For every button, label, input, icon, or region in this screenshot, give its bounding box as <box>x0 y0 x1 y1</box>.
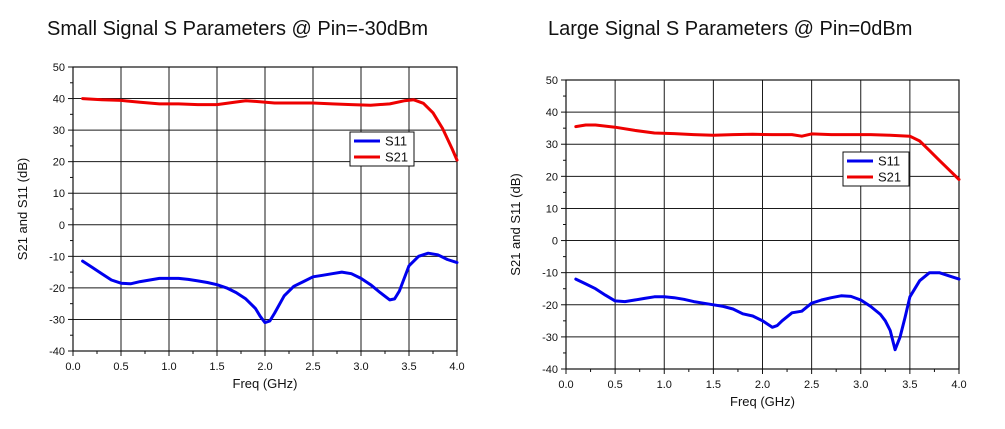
x-tick-label: 3.0 <box>353 361 368 373</box>
chart-svg-large-signal: 0.0 0.5 1.0 1.5 2.0 2.5 3.0 3.5 4.0 -40 -30 -20 -10 0… <box>508 75 967 409</box>
x-tick-label: 4.0 <box>951 379 966 391</box>
chart-title: Small Signal S Parameters @ Pin=-30dBm <box>47 18 429 40</box>
y-tick-label: -10 <box>49 251 65 263</box>
y-tick-label: -20 <box>49 283 65 295</box>
x-tick-label: 1.0 <box>161 361 176 373</box>
x-tick-label: 1.5 <box>706 379 721 391</box>
y-axis-label: S21 and S11 (dB) <box>15 158 30 260</box>
series-line-s11 <box>574 271 961 352</box>
chart-title: Large Signal S Parameters @ Pin=0dBm <box>548 18 913 40</box>
series-line-s11 <box>81 251 459 325</box>
y-tick-label: 40 <box>53 94 65 106</box>
legend-label-s11: S11 <box>878 154 900 169</box>
x-tick-label: 1.5 <box>209 361 224 373</box>
y-tick-label: -20 <box>542 300 558 312</box>
x-tick-label: 0.5 <box>113 361 128 373</box>
x-tick-label: 0.5 <box>607 379 622 391</box>
y-tick-label: -30 <box>49 314 65 326</box>
chart-panel-large-signal: Large Signal S Parameters @ Pin=0dBm 0.0… <box>500 0 1000 429</box>
x-tick-label: 0.0 <box>65 361 80 373</box>
y-tick-label: -40 <box>49 346 65 358</box>
y-tick-label: 30 <box>53 125 65 137</box>
y-tick-label: -40 <box>542 364 558 376</box>
x-tick-label: 2.0 <box>257 361 272 373</box>
x-tick-label: 3.5 <box>401 361 416 373</box>
y-tick-label: 0 <box>552 236 558 248</box>
y-tick-label: 30 <box>546 139 558 151</box>
y-tick-label: 10 <box>546 203 558 215</box>
chart-svg-small-signal: 0.0 0.5 1.0 1.5 2.0 2.5 3.0 3.5 4.0 -40 -30 -20 -10 0… <box>15 62 465 391</box>
y-tick-label: 50 <box>546 75 558 87</box>
y-tick-label: 50 <box>53 62 65 74</box>
legend-box <box>842 151 910 187</box>
chart-panel-small-signal: Small Signal S Parameters @ Pin=-30dBm 0… <box>0 0 500 429</box>
legend-box <box>349 131 415 167</box>
y-tick-label: 10 <box>53 188 65 200</box>
y-tick-label: 20 <box>546 171 558 183</box>
y-axis-label: S21 and S11 (dB) <box>508 173 523 275</box>
x-tick-label: 2.5 <box>804 379 819 391</box>
x-axis-label: Freq (GHz) <box>730 394 795 409</box>
series-line-s21 <box>574 123 961 181</box>
x-tick-label: 2.5 <box>305 361 320 373</box>
x-tick-label: 0.0 <box>558 379 573 391</box>
y-tick-label: 20 <box>53 157 65 169</box>
y-tick-label: 0 <box>59 220 65 232</box>
legend-label-s11: S11 <box>385 134 407 149</box>
x-tick-label: 3.0 <box>853 379 868 391</box>
y-tick-label: -30 <box>542 332 558 344</box>
y-tick-label: -10 <box>542 268 558 280</box>
y-tick-label: 40 <box>546 107 558 119</box>
x-tick-label: 3.5 <box>902 379 917 391</box>
x-tick-label: 1.0 <box>657 379 672 391</box>
legend-label-s21: S21 <box>878 170 901 185</box>
legend-label-s21: S21 <box>385 150 408 165</box>
x-tick-label: 2.0 <box>755 379 770 391</box>
x-axis-label: Freq (GHz) <box>233 376 298 391</box>
x-tick-label: 4.0 <box>449 361 464 373</box>
series-line-s21 <box>81 97 459 162</box>
